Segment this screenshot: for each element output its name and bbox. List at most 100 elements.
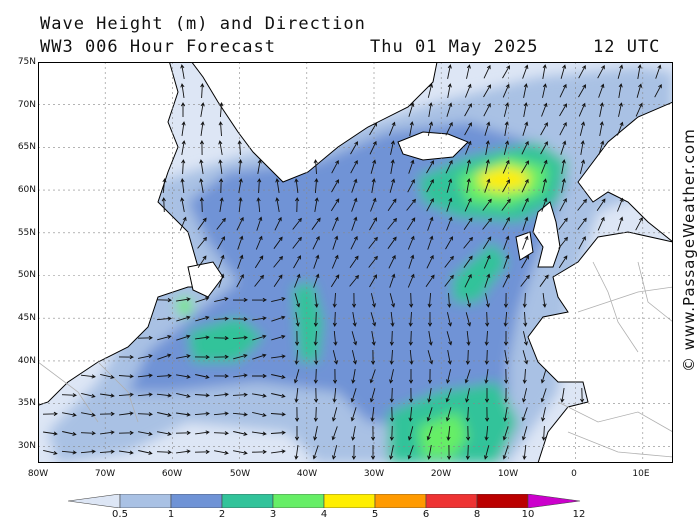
direction-arrow bbox=[42, 411, 58, 416]
direction-arrow bbox=[390, 140, 395, 155]
direction-arrow bbox=[219, 178, 224, 194]
lon-label: 50W bbox=[229, 469, 251, 479]
direction-arrow bbox=[368, 255, 378, 268]
direction-arrow bbox=[540, 388, 547, 403]
direction-arrow bbox=[313, 273, 320, 288]
direction-arrow bbox=[466, 330, 471, 346]
direction-arrows bbox=[42, 64, 662, 460]
direction-arrow bbox=[195, 315, 210, 322]
direction-arrow bbox=[80, 374, 96, 379]
direction-arrow bbox=[214, 450, 229, 455]
direction-arrow bbox=[237, 254, 244, 269]
direction-arrow bbox=[61, 393, 77, 398]
direction-arrow bbox=[599, 121, 604, 136]
direction-arrow bbox=[445, 388, 452, 403]
direction-arrow bbox=[426, 426, 433, 441]
direction-arrow bbox=[542, 293, 547, 308]
direction-arrow bbox=[521, 255, 529, 269]
direction-arrow bbox=[62, 412, 77, 417]
direction-arrow bbox=[388, 254, 396, 269]
direction-arrow bbox=[156, 373, 172, 378]
direction-arrow bbox=[463, 217, 473, 231]
direction-arrow bbox=[254, 255, 264, 269]
direction-arrow bbox=[522, 64, 529, 79]
direction-arrow bbox=[389, 178, 396, 193]
direction-arrow bbox=[560, 140, 567, 155]
direction-arrow bbox=[157, 353, 172, 360]
direction-arrow bbox=[483, 102, 491, 117]
direction-arrow bbox=[522, 292, 527, 308]
direction-arrow bbox=[180, 83, 185, 98]
colorbar-label: 3 bbox=[269, 509, 277, 520]
direction-arrow bbox=[409, 121, 414, 136]
colorbar-segment bbox=[221, 494, 274, 508]
direction-arrow bbox=[445, 407, 452, 422]
direction-arrow bbox=[274, 216, 282, 231]
direction-arrow bbox=[233, 450, 248, 455]
direction-arrow bbox=[332, 387, 337, 403]
direction-arrow bbox=[503, 331, 509, 346]
direction-arrow bbox=[138, 450, 153, 455]
direction-arrow bbox=[232, 392, 248, 397]
land-masses bbox=[38, 62, 673, 463]
direction-arrow bbox=[331, 179, 339, 193]
direction-arrow bbox=[214, 297, 229, 303]
direction-arrow bbox=[350, 235, 358, 250]
direction-arrow bbox=[294, 387, 299, 403]
direction-arrow bbox=[426, 407, 433, 422]
direction-arrow bbox=[197, 255, 207, 269]
direction-arrow bbox=[273, 236, 283, 249]
direction-arrow bbox=[119, 450, 134, 455]
direction-arrow bbox=[332, 311, 337, 327]
direction-arrow bbox=[389, 425, 394, 441]
direction-arrow bbox=[387, 217, 397, 230]
direction-arrow bbox=[314, 387, 319, 403]
direction-arrow bbox=[560, 388, 565, 403]
direction-arrow bbox=[580, 387, 585, 403]
direction-arrow bbox=[426, 197, 434, 212]
direction-arrow bbox=[370, 406, 375, 422]
colorbar-segment bbox=[323, 494, 376, 508]
direction-arrow bbox=[522, 235, 529, 250]
direction-arrow bbox=[578, 64, 586, 79]
direction-arrow bbox=[81, 392, 96, 398]
direction-arrow bbox=[523, 311, 528, 327]
direction-arrow bbox=[444, 274, 454, 287]
direction-arrow bbox=[197, 217, 207, 230]
direction-arrow bbox=[349, 255, 359, 268]
direction-arrow bbox=[635, 216, 643, 231]
direction-arrow bbox=[618, 102, 623, 117]
direction-arrow bbox=[483, 64, 491, 79]
direction-arrow bbox=[503, 407, 508, 422]
credit-watermark: © www.PassageWeather.com bbox=[680, 128, 698, 372]
direction-arrow bbox=[407, 178, 415, 193]
direction-arrow bbox=[330, 274, 340, 288]
direction-arrow bbox=[503, 311, 508, 327]
direction-arrow bbox=[559, 121, 567, 136]
direction-arrow bbox=[181, 140, 186, 155]
direction-arrow bbox=[295, 406, 300, 422]
direction-arrow bbox=[255, 235, 263, 250]
direction-arrow bbox=[541, 197, 548, 212]
direction-arrow bbox=[521, 426, 528, 441]
direction-arrow bbox=[483, 84, 491, 98]
direction-arrow bbox=[313, 426, 318, 441]
direction-arrow bbox=[502, 426, 509, 441]
direction-arrow bbox=[466, 64, 471, 79]
direction-arrow bbox=[216, 217, 226, 230]
direction-arrow bbox=[294, 178, 299, 193]
colorbar-label: 12 bbox=[572, 509, 586, 520]
direction-arrow bbox=[466, 425, 471, 441]
direction-arrow bbox=[200, 102, 205, 117]
direction-arrow bbox=[540, 159, 548, 174]
lon-label: 40W bbox=[296, 469, 318, 479]
direction-arrow bbox=[596, 198, 606, 212]
direction-arrow bbox=[369, 274, 377, 288]
direction-arrow bbox=[254, 274, 264, 287]
direction-arrow bbox=[521, 178, 529, 193]
direction-arrow bbox=[195, 296, 210, 303]
direction-arrow bbox=[617, 64, 624, 79]
wave-map bbox=[38, 62, 673, 463]
direction-arrow bbox=[350, 141, 358, 155]
direction-arrow bbox=[635, 102, 643, 117]
